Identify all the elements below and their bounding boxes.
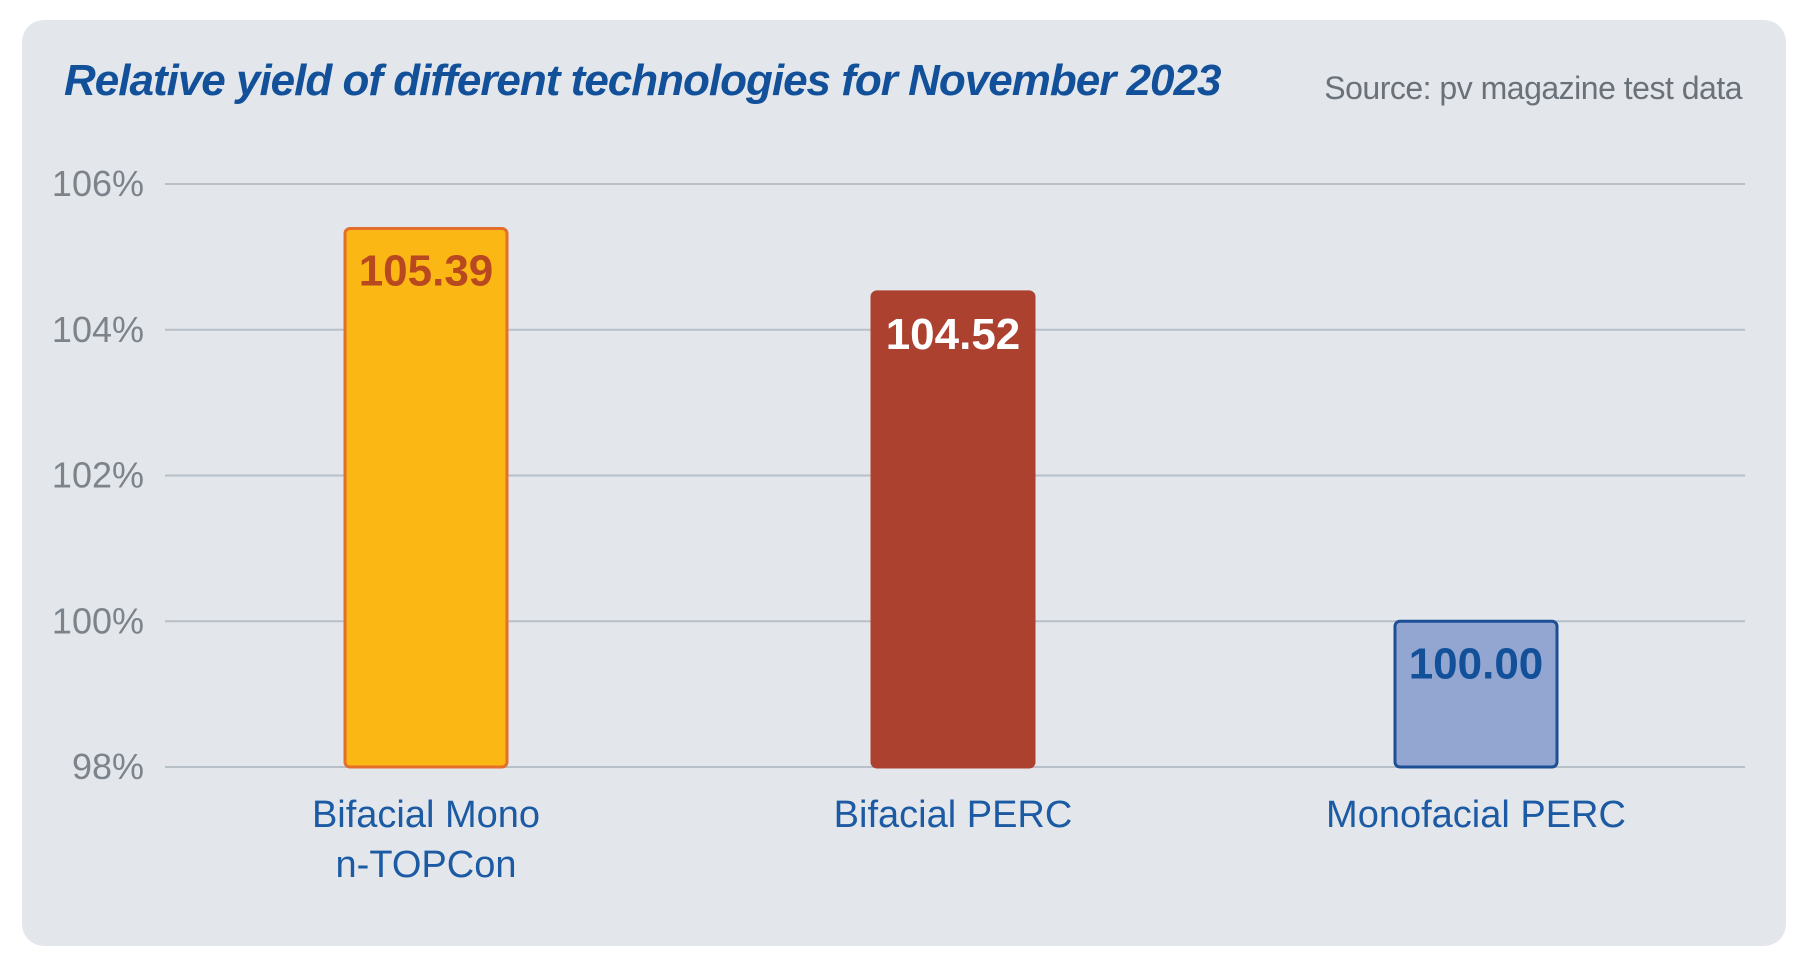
y-tick-label: 100%	[52, 600, 144, 641]
chart-title: Relative yield of different technologies…	[64, 56, 1221, 105]
bar	[1393, 619, 1559, 769]
data-label: 105.39	[359, 246, 494, 295]
y-tick-label: 104%	[52, 309, 144, 350]
x-category-label: Monofacial PERC	[1326, 794, 1626, 836]
chart-source: Source: pv magazine test data	[1324, 70, 1742, 106]
y-tick-label: 106%	[52, 163, 144, 204]
bar	[870, 290, 1036, 769]
bar	[343, 226, 509, 769]
x-category-label: n-TOPCon	[336, 844, 517, 886]
y-tick-label: 98%	[72, 746, 144, 787]
x-category-label: Bifacial PERC	[834, 794, 1073, 836]
data-label: 104.52	[886, 310, 1021, 359]
x-category-label: Bifacial Mono	[312, 794, 540, 836]
y-tick-label: 102%	[52, 455, 144, 496]
data-label: 100.00	[1409, 639, 1544, 688]
